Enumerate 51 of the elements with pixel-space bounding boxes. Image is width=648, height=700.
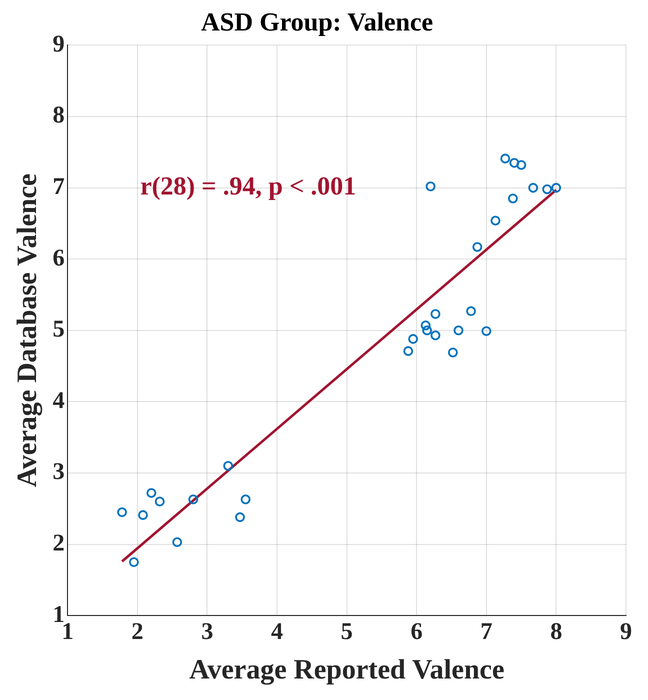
- point: [223, 460, 234, 471]
- point: [454, 326, 464, 336]
- point: [146, 488, 156, 498]
- point: [466, 306, 476, 316]
- point: [138, 510, 148, 520]
- y-tick-label: 5: [52, 316, 65, 343]
- point: [235, 512, 245, 522]
- point: [516, 160, 526, 170]
- x-tick-label: 3: [201, 619, 214, 646]
- point: [542, 184, 552, 194]
- y-tick-label: 7: [52, 174, 65, 200]
- point: [490, 216, 500, 226]
- point: [154, 496, 165, 506]
- point: [117, 507, 127, 518]
- point: [448, 348, 458, 358]
- y-tick-label: 8: [52, 102, 65, 129]
- point: [408, 334, 418, 344]
- point: [426, 181, 436, 192]
- y-axis-title: Average Database Valence: [12, 174, 44, 488]
- point: [240, 494, 250, 504]
- y-tick-label: 6: [52, 245, 65, 272]
- point: [188, 494, 198, 504]
- point: [508, 194, 518, 204]
- x-tick-label: 2: [131, 619, 144, 646]
- point: [551, 182, 562, 193]
- y-tick-label: 1: [52, 602, 65, 628]
- point: [482, 326, 492, 336]
- x-tick-label: 8: [550, 619, 562, 646]
- point: [528, 182, 538, 193]
- x-tick-label: 4: [271, 619, 283, 646]
- chart-title: ASD Group: Valence: [200, 7, 434, 36]
- point: [420, 320, 431, 330]
- point: [403, 346, 414, 356]
- y-tick-label: 9: [52, 31, 65, 58]
- point: [172, 537, 182, 548]
- x-tick-label: 6: [410, 619, 423, 646]
- point: [500, 154, 510, 164]
- point: [472, 242, 482, 252]
- x-tick-label: 9: [620, 619, 632, 646]
- x-tick-label: 5: [340, 619, 353, 646]
- y-tick-label: 4: [52, 388, 65, 414]
- point: [430, 309, 440, 319]
- x-tick-label: 7: [480, 619, 492, 646]
- point: [509, 158, 520, 168]
- point: [430, 330, 440, 340]
- y-tick-label: 3: [52, 459, 65, 486]
- point: [129, 557, 139, 568]
- y-tick-label: 2: [52, 530, 65, 557]
- x-axis-title: Average Reported Valence: [189, 654, 504, 686]
- point: [422, 326, 432, 336]
- annotation: r(28) = .94, p < .001: [140, 172, 356, 201]
